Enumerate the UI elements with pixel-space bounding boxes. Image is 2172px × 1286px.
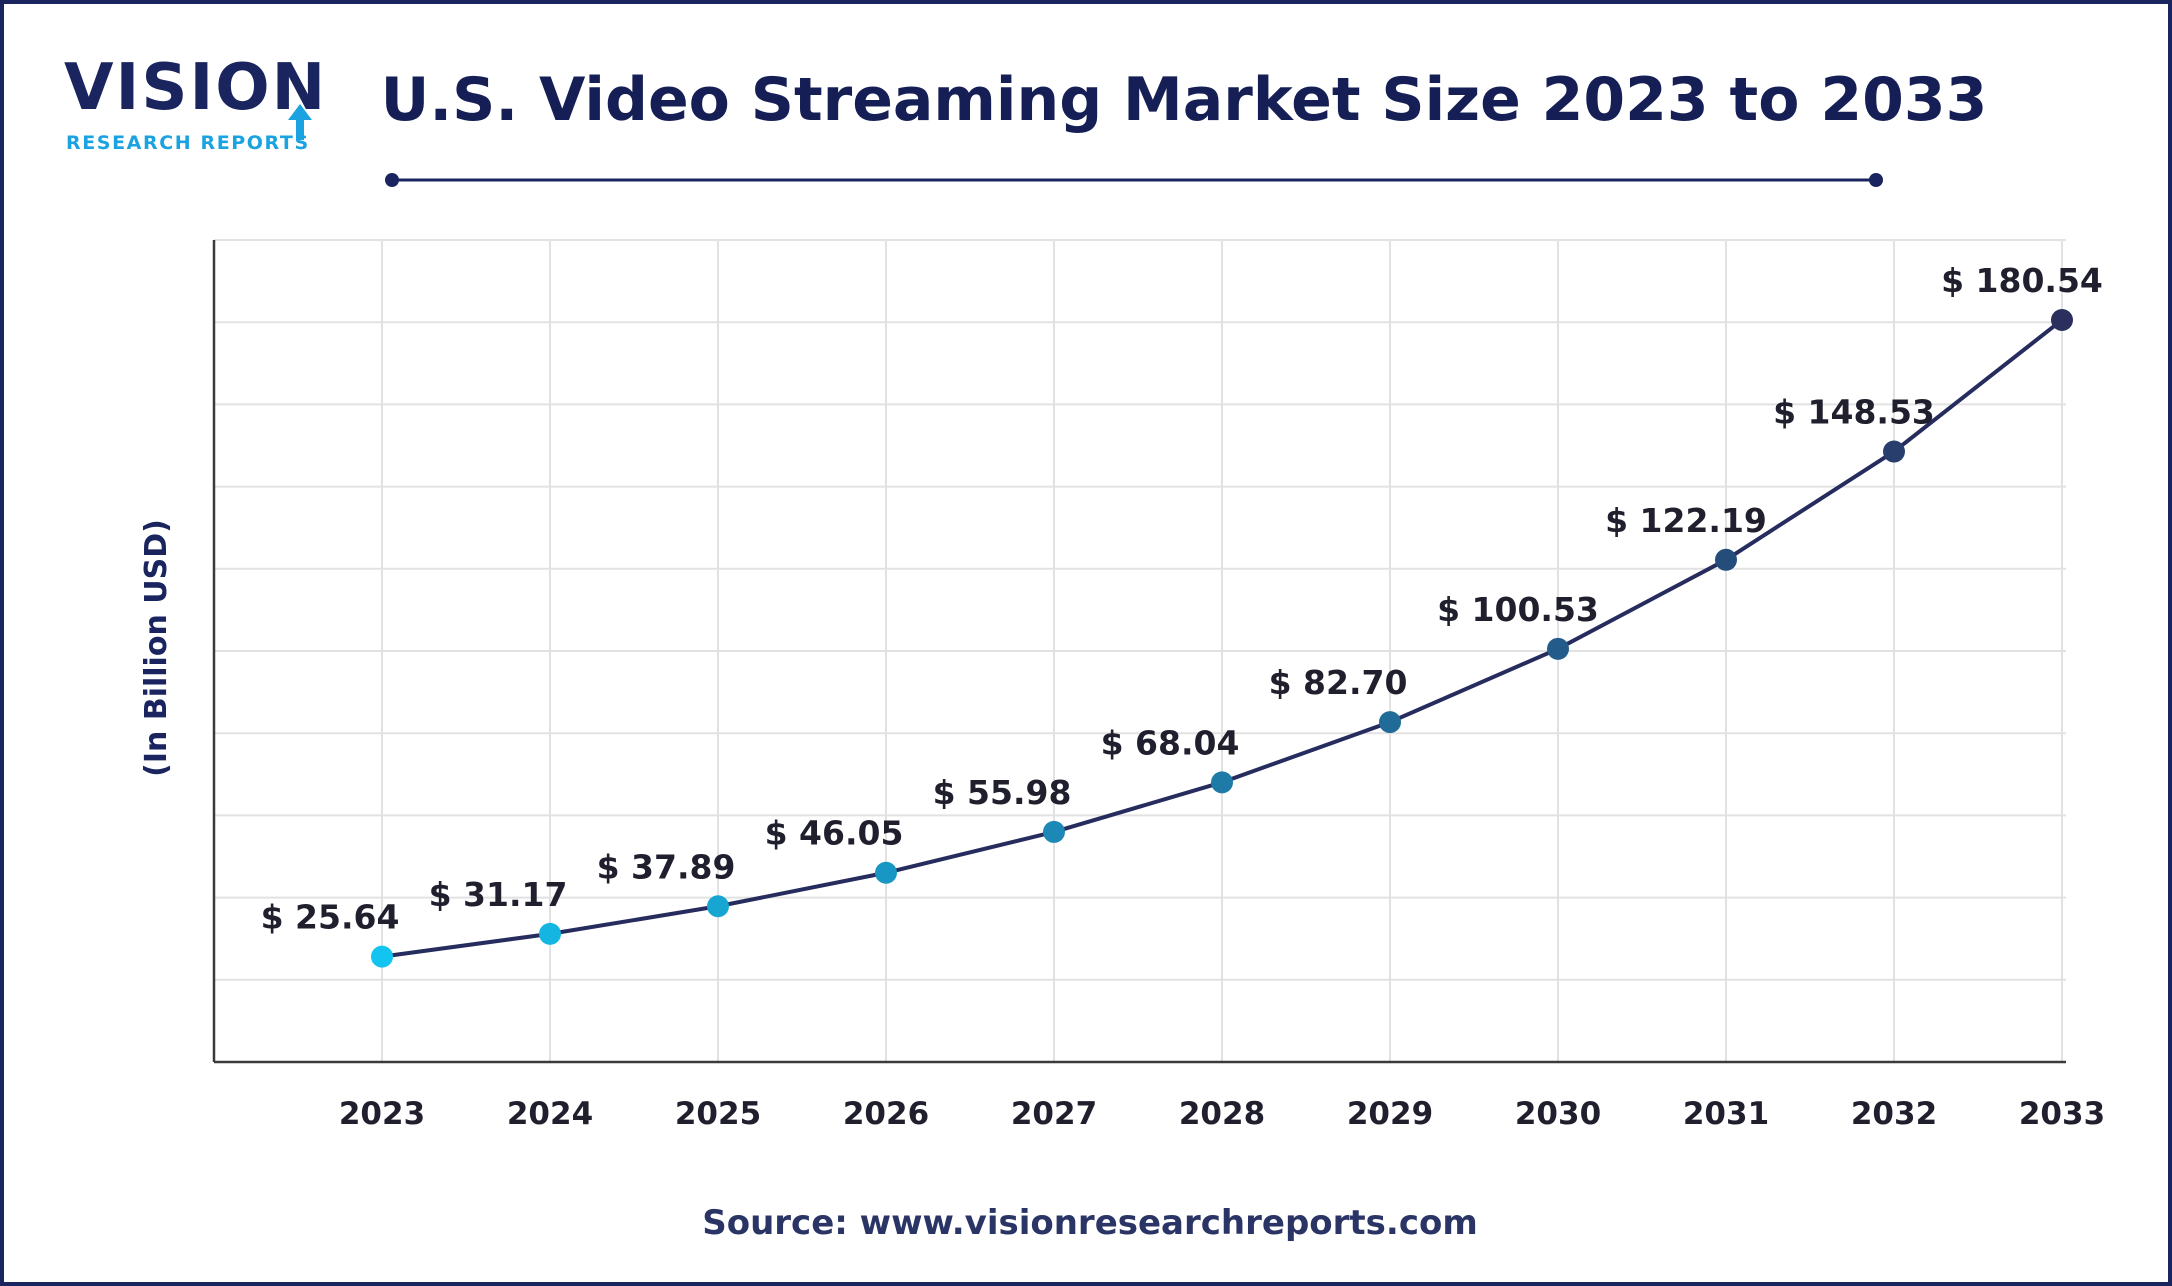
logo-tagline: RESEARCH REPORTS	[66, 132, 310, 154]
data-label: $ 37.89	[597, 847, 736, 886]
x-tick-label: 2032	[1851, 1096, 1937, 1132]
x-tick-label: 2026	[843, 1096, 929, 1132]
data-point	[371, 945, 393, 968]
chart-title: U.S. Video Streaming Market Size 2023 to…	[380, 65, 1988, 135]
data-point	[1379, 711, 1401, 734]
data-label: $ 31.17	[429, 875, 568, 914]
x-tick-label: 2031	[1683, 1096, 1769, 1132]
x-tick-label: 2025	[675, 1096, 761, 1132]
x-tick-label: 2024	[507, 1096, 593, 1132]
data-point	[875, 861, 897, 884]
data-point	[1211, 771, 1233, 794]
data-label: $ 122.19	[1605, 501, 1767, 540]
data-point	[1883, 440, 1905, 463]
y-axis-label: (In Billion USD)	[139, 519, 174, 777]
x-tick-label: 2030	[1515, 1096, 1601, 1132]
data-label: $ 25.64	[261, 898, 400, 937]
data-point	[1043, 820, 1065, 843]
data-point	[707, 895, 729, 918]
data-label: $ 180.54	[1941, 261, 2103, 300]
title-divider	[385, 173, 1883, 187]
logo-wordmark: VISION	[64, 51, 328, 125]
data-point	[2051, 308, 2073, 331]
data-label: $ 46.05	[765, 814, 904, 853]
x-tick-label: 2028	[1179, 1096, 1265, 1132]
data-label: $ 82.70	[1269, 663, 1408, 702]
data-label: $ 100.53	[1437, 590, 1599, 629]
x-tick-label: 2029	[1347, 1096, 1433, 1132]
data-label: $ 68.04	[1101, 723, 1240, 762]
data-point	[539, 922, 561, 945]
line-chart: 2023 2024 2025 2026 2027 2028 2029 2030 2031 2032…	[139, 239, 2105, 1132]
x-tick-label: 2027	[1011, 1096, 1097, 1132]
x-tick-label: 2023	[339, 1096, 425, 1132]
x-tick-label: 2033	[2019, 1096, 2105, 1132]
data-label: $ 148.53	[1773, 393, 1935, 432]
data-label: $ 55.98	[933, 773, 1072, 812]
data-point	[1547, 637, 1569, 660]
data-point	[1715, 548, 1737, 571]
source-note: Source: www.visionresearchreports.com	[702, 1203, 1478, 1243]
brand-logo: VISION RESEARCH REPORTS	[64, 51, 328, 166]
logo-arrow-icon	[288, 104, 312, 140]
